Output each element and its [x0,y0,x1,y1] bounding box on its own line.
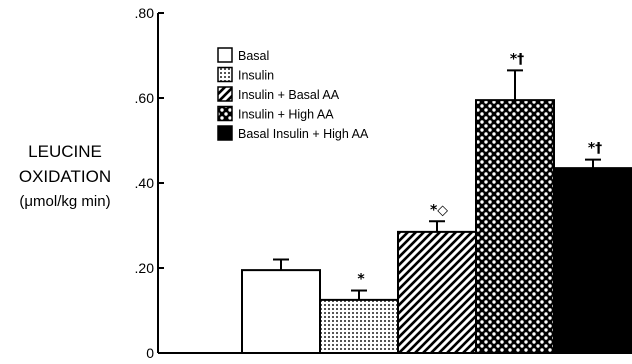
y-tick-label: .60 [135,90,155,106]
legend-swatch [217,66,233,83]
bar [397,230,477,354]
significance-annotation: * [357,272,365,288]
significance-annotation: *◇ [430,202,448,218]
y-axis-label-line-3: (μmol/kg min) [19,193,111,210]
legend-label: Insulin + High AA [238,108,334,122]
legend-swatch [217,105,233,122]
legend-swatch [217,47,233,63]
significance-annotation: *† [588,141,602,157]
y-tick-label: .80 [135,5,155,21]
legend-swatch [217,125,233,141]
legend-label: Insulin + Basal AA [238,88,340,102]
significance-annotation: *† [510,51,524,67]
bar [319,298,399,354]
bar [241,269,321,354]
y-tick-label: .40 [135,175,155,191]
y-tick-label: .20 [135,260,155,276]
y-axis-label-line-2: OXIDATION [18,167,112,186]
y-tick-label: 0 [146,345,154,361]
bar [553,167,632,354]
legend-label: Basal Insulin + High AA [238,127,369,141]
legend-label: Basal [238,49,269,63]
y-axis-label-line-1: LEUCINE [28,142,102,161]
legend-label: Insulin [238,69,274,83]
bar [475,99,555,354]
legend-swatch [217,86,233,102]
